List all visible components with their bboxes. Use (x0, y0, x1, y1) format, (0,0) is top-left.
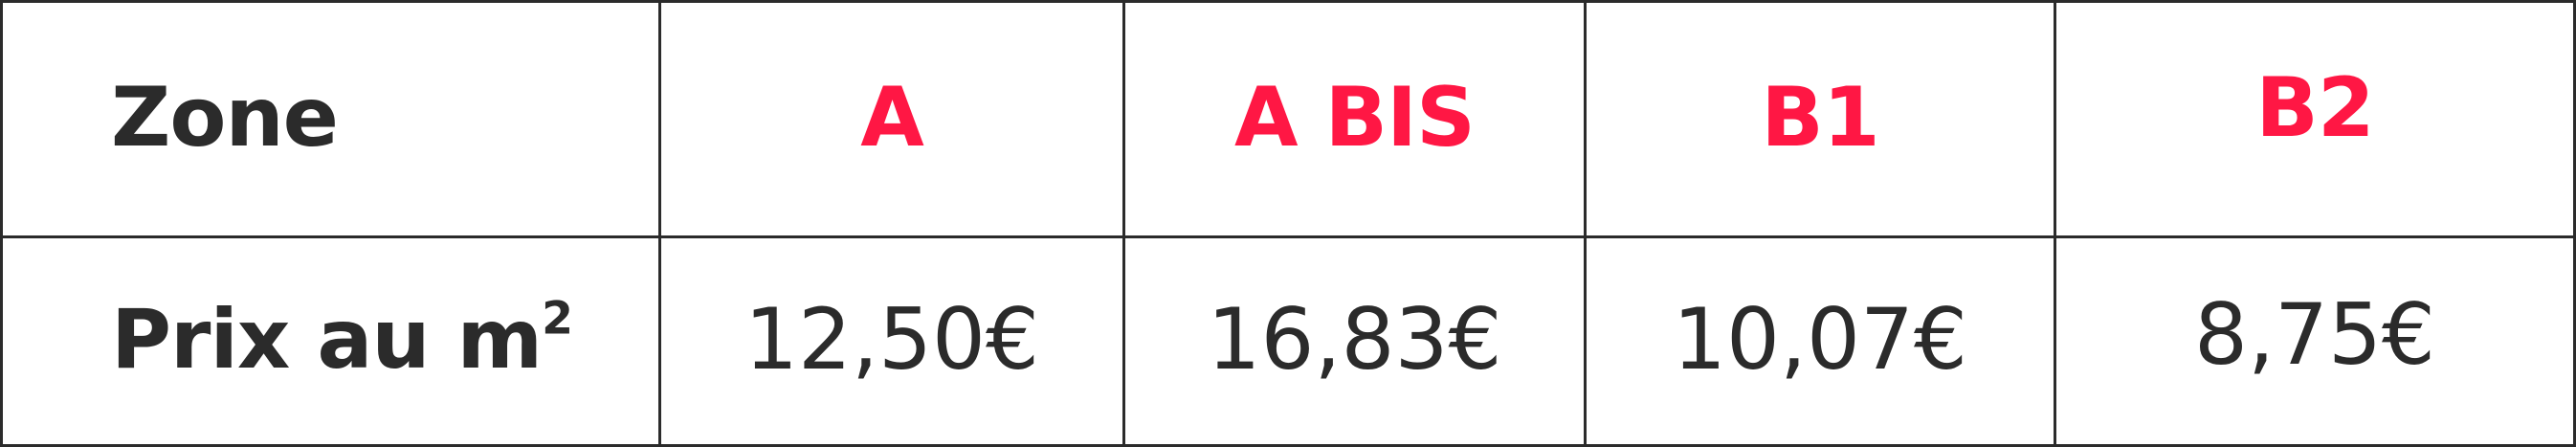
zone-cell-b2: B2 (2056, 3, 2573, 238)
price-value-a: 12,50€ (744, 290, 1039, 389)
price-cell-b2: 8,75€ (2056, 238, 2573, 444)
price-value-b2: 8,75€ (2194, 285, 2435, 384)
price-cell-a: 12,50€ (661, 238, 1125, 444)
zone-cell-b1: B1 (1587, 3, 2056, 238)
price-cell-a-bis: 16,83€ (1125, 238, 1587, 444)
zone-cell-a: A (661, 3, 1125, 238)
price-value-b1: 10,07€ (1673, 290, 1967, 389)
zone-label-a-bis: A BIS (1234, 69, 1476, 166)
zone-header-cell: Zone (3, 3, 661, 238)
zone-header-label: Zone (111, 69, 339, 166)
price-header-label: Prix au m2 (111, 291, 573, 388)
zone-label-b1: B1 (1761, 69, 1879, 166)
price-cell-b1: 10,07€ (1587, 238, 2056, 444)
zone-cell-a-bis: A BIS (1125, 3, 1587, 238)
price-header-cell: Prix au m2 (3, 238, 661, 444)
price-header-superscript: 2 (542, 292, 573, 346)
price-header-text: Prix au m (111, 291, 543, 388)
zone-label-b2: B2 (2255, 59, 2374, 156)
price-value-a-bis: 16,83€ (1207, 290, 1502, 389)
zone-label-a: A (860, 69, 924, 166)
